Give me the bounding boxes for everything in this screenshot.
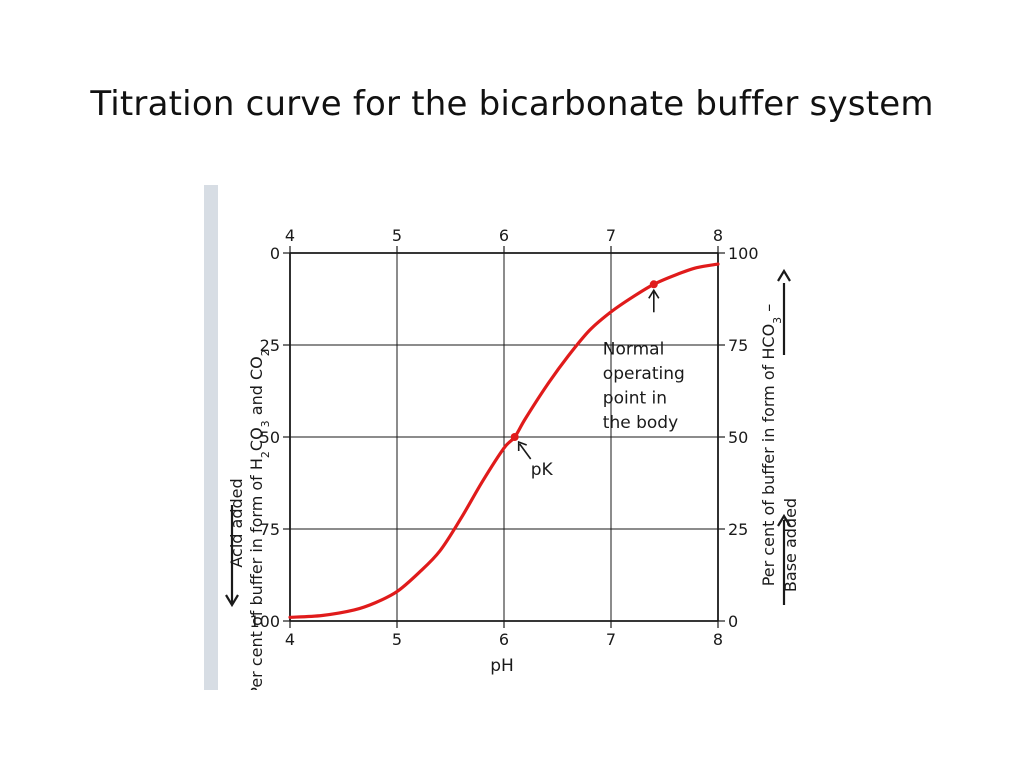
right-tick-label: 100: [728, 244, 759, 263]
left-tick-label: 50: [260, 428, 280, 447]
pk-label: pK: [531, 460, 554, 480]
slide-title: Titration curve for the bicarbonate buff…: [90, 84, 934, 124]
left-axis-arrows: [225, 505, 239, 608]
right-axis-label: Per cent of buffer in form of HCO3 – Bas…: [759, 304, 800, 592]
x-tick-label-bottom: 5: [392, 630, 402, 649]
right-tick-label: 50: [728, 428, 748, 447]
x-tick-label-top: 7: [606, 226, 616, 245]
titration-figure: 4 4 5 5 6 6 7 7 8 8 0 100 25 75 50 50 75 25 100 0 pK Normal o…: [204, 185, 804, 690]
right-axis-label-line1: Per cent of buffer in form of HCO3 –: [759, 304, 784, 587]
left-tick-label: 100: [249, 612, 280, 631]
pk-arrow-head: [517, 440, 527, 451]
scan-shadow: [204, 185, 218, 690]
normal-operating-point: [649, 280, 658, 289]
x-tick-label-bottom: 7: [606, 630, 616, 649]
left-axis-label-line1: Acid added: [227, 478, 246, 567]
annotations: pK Normal operating point in the body: [510, 280, 685, 480]
x-axis-label: pH: [490, 656, 514, 676]
operating-point-label-line: Normal: [603, 339, 665, 359]
left-axis-label-line2: Per cent of buffer in form of H2CO3 and …: [247, 349, 272, 690]
right-tick-label: 75: [728, 336, 748, 355]
left-tick-label: 75: [260, 520, 280, 539]
right-arrow-upper-head: [777, 268, 791, 282]
left-tick-label: 0: [270, 244, 280, 263]
right-tick-label: 0: [728, 612, 738, 631]
pk-arrow: [519, 443, 532, 460]
pk-point: [510, 433, 519, 441]
left-tick-label: 25: [260, 336, 280, 355]
right-arrow-lower-head: [777, 513, 791, 527]
x-tick-label-top: 4: [285, 226, 295, 245]
left-axis-label: Acid added Per cent of buffer in form of…: [227, 349, 272, 690]
operating-point-label-line: operating: [603, 364, 685, 384]
x-tick-label-bottom: 8: [713, 630, 723, 649]
x-tick-label-top: 6: [499, 226, 509, 245]
x-tick-label-bottom: 6: [499, 630, 509, 649]
right-tick-label: 25: [728, 520, 748, 539]
right-axis-label-line2: Base added: [781, 498, 800, 592]
operating-point-arrow-head: [648, 288, 660, 299]
right-axis-arrows: [777, 268, 791, 605]
x-tick-label-bottom: 4: [285, 630, 295, 649]
operating-point-label-line: point in: [603, 388, 667, 408]
x-tick-label-top: 5: [392, 226, 402, 245]
operating-point-label-line: the body: [603, 413, 678, 433]
left-arrow-top-head: [225, 594, 239, 608]
x-tick-label-top: 8: [713, 226, 723, 245]
